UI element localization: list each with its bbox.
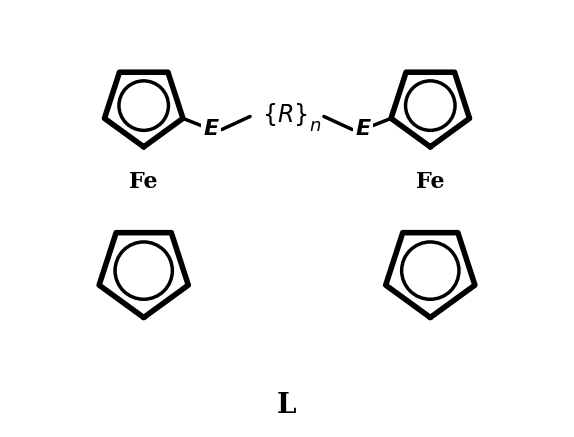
Text: E: E <box>355 119 371 139</box>
Text: $\mathit{n}$: $\mathit{n}$ <box>309 118 321 135</box>
Text: $\mathit{\{R\}}$: $\mathit{\{R\}}$ <box>262 101 308 128</box>
Polygon shape <box>99 232 188 318</box>
Text: Fe: Fe <box>416 170 445 193</box>
Text: L: L <box>277 392 297 419</box>
Text: E: E <box>203 119 219 139</box>
Polygon shape <box>104 72 183 147</box>
Text: Fe: Fe <box>129 170 158 193</box>
Polygon shape <box>391 72 470 147</box>
Polygon shape <box>386 232 475 318</box>
